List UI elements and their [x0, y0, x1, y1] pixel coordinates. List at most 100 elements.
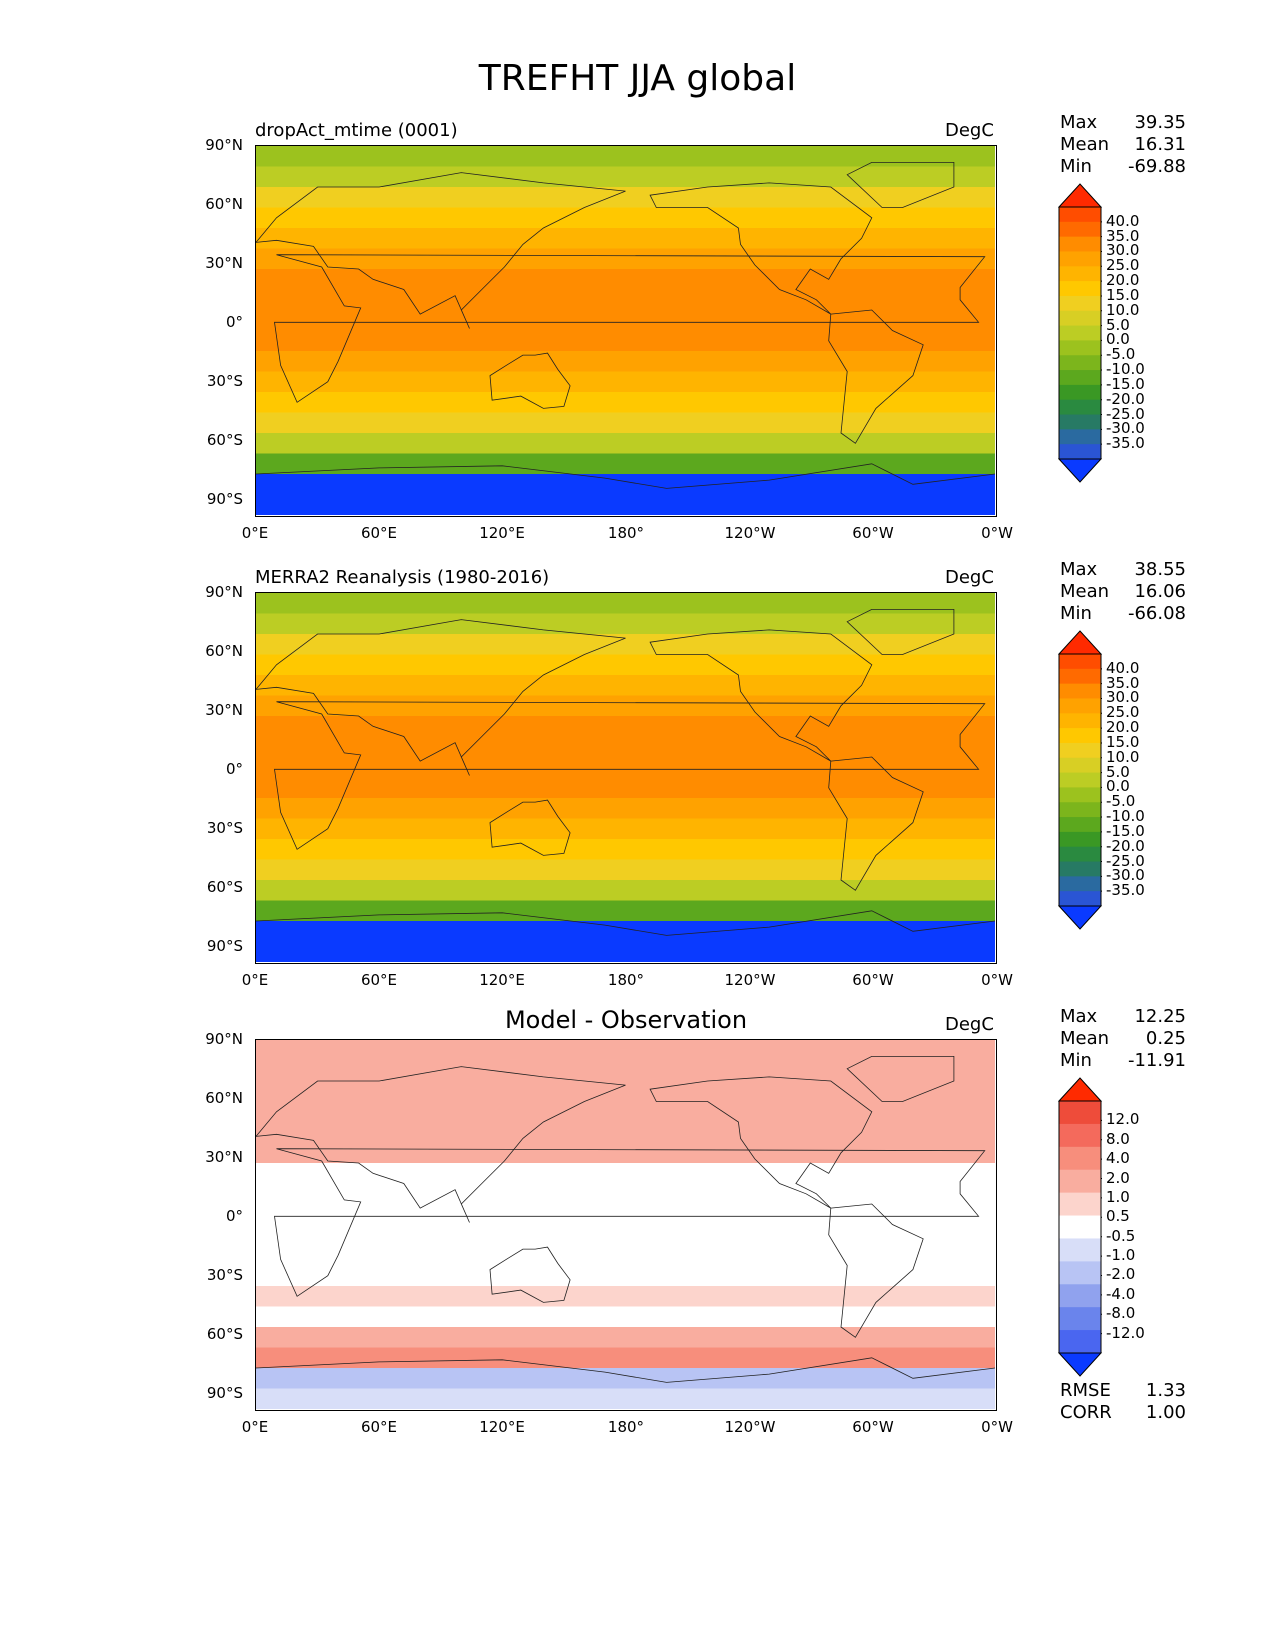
- coastline: [274, 701, 986, 850]
- stats-label: Max: [1060, 112, 1098, 133]
- lat-tick-label: 60°N: [205, 195, 243, 213]
- coastline: [846, 609, 955, 655]
- zonal-band: [256, 880, 995, 902]
- stats-value: 12.25: [1134, 1006, 1186, 1027]
- zonal-band: [256, 166, 995, 188]
- colorbar-segment: [1059, 654, 1101, 670]
- coastline: [256, 172, 626, 329]
- stats-label: Mean: [1060, 581, 1110, 602]
- colorbar-tick-label: -10.0: [1106, 360, 1145, 379]
- zonal-band: [256, 207, 995, 229]
- zonal-band: [256, 736, 995, 758]
- colorbar-segment: [1059, 1330, 1101, 1354]
- lon-tick-label: 180°: [607, 1418, 645, 1436]
- stats-row: Min -69.88: [1060, 156, 1186, 178]
- colorbar-tick-label: -10.0: [1106, 807, 1145, 826]
- lat-tick-label: 60°S: [206, 1325, 243, 1343]
- colorbar: [1057, 1077, 1105, 1377]
- colorbar-tick-label: -12.0: [1106, 1323, 1145, 1342]
- colorbar-segment: [1059, 1238, 1101, 1262]
- colorbar-segment: [1059, 295, 1101, 312]
- lat-tick-label: 90°N: [205, 136, 243, 154]
- lat-tick-label: 0°: [225, 1207, 243, 1225]
- stats-row: Mean 16.06: [1060, 581, 1186, 603]
- colorbar-tick-label: -2.0: [1106, 1265, 1136, 1284]
- colorbar-segment: [1059, 370, 1101, 386]
- lon-tick-label: 0°E: [241, 524, 269, 542]
- map-heatmap-svg: [256, 593, 995, 962]
- metrics-row: RMSE 1.33: [1060, 1380, 1186, 1402]
- colorbar-tick-label: -20.0: [1106, 389, 1145, 408]
- map-plot: [255, 1039, 997, 1411]
- lat-tick-label: 90°S: [206, 937, 243, 955]
- colorbar-tick-label: 4.0: [1106, 1149, 1130, 1168]
- zonal-band: [256, 1040, 995, 1062]
- lat-tick-label: 30°N: [205, 254, 243, 272]
- coastline: [274, 254, 986, 403]
- colorbar-segment: [1059, 1101, 1101, 1125]
- metrics-label: CORR: [1060, 1402, 1112, 1423]
- colorbar-tick-label: -4.0: [1106, 1284, 1136, 1303]
- stats-label: Min: [1060, 1050, 1092, 1071]
- colorbar-tick-label: 5.0: [1106, 315, 1130, 334]
- zonal-band: [256, 1060, 995, 1082]
- stats-value: -69.88: [1127, 156, 1186, 177]
- metrics-box: RMSE 1.33 CORR 1.00: [1060, 1380, 1186, 1424]
- lon-tick-label: 0°W: [981, 1418, 1013, 1436]
- colorbar-extend-min: [1057, 1352, 1103, 1377]
- zonal-band: [256, 1183, 995, 1205]
- colorbar-tick-label: 0.0: [1106, 777, 1130, 796]
- colorbar-segment: [1059, 728, 1101, 744]
- colorbar-segment: [1059, 1307, 1101, 1331]
- colorbar-frame: [1058, 206, 1102, 460]
- colorbar-tick-label: 8.0: [1106, 1129, 1130, 1148]
- coastline: [256, 1357, 995, 1383]
- zonal-band: [256, 494, 995, 515]
- zonal-band: [256, 654, 995, 676]
- zonal-band: [256, 1204, 995, 1226]
- colorbar-segment: [1059, 683, 1101, 700]
- lat-tick-label: 30°S: [206, 1266, 243, 1284]
- stats-box: Max 38.55 Mean 16.06 Min -66.08: [1060, 559, 1186, 625]
- panel-observation: MERRA2 Reanalysis (1980-2016) DegC 90°N 60°…: [0, 559, 1275, 1035]
- colorbar-tick-label: 30.0: [1106, 688, 1140, 707]
- lon-tick-label: 60°W: [852, 971, 894, 989]
- stats-value: 16.31: [1134, 134, 1186, 155]
- colorbar-frame: [1058, 1100, 1102, 1354]
- zonal-band: [256, 839, 995, 861]
- colorbar-segment: [1059, 802, 1101, 818]
- stats-label: Min: [1060, 156, 1092, 177]
- colorbar-tick-label: -25.0: [1106, 851, 1145, 870]
- colorbar-tick-label: -20.0: [1106, 836, 1145, 855]
- colorbar-tick-label: -15.0: [1106, 374, 1145, 393]
- lon-tick-label: 60°W: [852, 1418, 894, 1436]
- zonal-band: [256, 289, 995, 311]
- colorbar-extend-min: [1057, 458, 1103, 483]
- colorbar-segment: [1059, 1169, 1101, 1194]
- coastline: [489, 1246, 571, 1303]
- colorbar-frame: [1058, 653, 1102, 907]
- stats-label: Max: [1060, 559, 1098, 580]
- lat-tick-label: 30°N: [205, 1148, 243, 1166]
- colorbar-segment: [1059, 742, 1101, 759]
- map-heatmap-svg: [256, 1040, 995, 1409]
- colorbar-tick-label: -30.0: [1106, 419, 1145, 438]
- zonal-band: [256, 1101, 995, 1123]
- lon-tick-label: 180°: [607, 524, 645, 542]
- stats-value: 16.06: [1134, 581, 1186, 602]
- colorbar-segment: [1059, 340, 1101, 356]
- zonal-band: [256, 269, 995, 291]
- zonal-band: [256, 777, 995, 799]
- colorbar-segment: [1059, 757, 1101, 774]
- coastline: [256, 1066, 626, 1223]
- colorbar-tick-label: 20.0: [1106, 271, 1140, 290]
- zonal-band: [256, 371, 995, 393]
- lat-tick-label: 30°S: [206, 372, 243, 390]
- colorbar-segment: [1059, 891, 1101, 907]
- zonal-band: [256, 1142, 995, 1164]
- zonal-band: [256, 228, 995, 250]
- zonal-band: [256, 1327, 995, 1349]
- zonal-band: [256, 675, 995, 697]
- coastline: [649, 1076, 873, 1209]
- colorbar-tick-label: 2.0: [1106, 1168, 1130, 1187]
